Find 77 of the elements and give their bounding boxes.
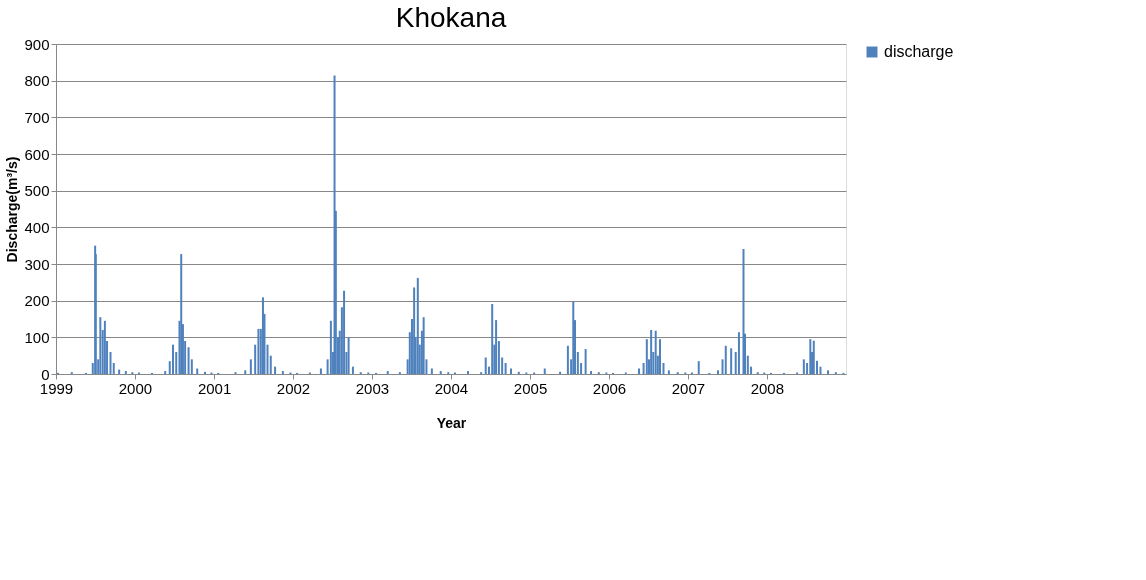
bar: [827, 370, 830, 374]
y-tick-label: 700: [24, 108, 50, 126]
x-axis-title: Year: [436, 414, 467, 431]
x-tick-label: 2001: [197, 379, 232, 397]
bar: [645, 339, 648, 374]
bar: [103, 320, 106, 374]
bar: [659, 339, 662, 374]
bar: [164, 371, 167, 374]
bar: [112, 363, 115, 374]
bar: [281, 371, 284, 374]
bar: [737, 332, 740, 374]
bar: [638, 368, 641, 374]
bar: [319, 368, 322, 374]
bar: [439, 371, 442, 374]
bar: [484, 357, 487, 374]
x-tick-label: 2003: [355, 379, 390, 397]
x-tick-label: 2002: [276, 379, 311, 397]
bar: [504, 363, 507, 374]
bar: [422, 317, 425, 374]
bar: [510, 368, 513, 374]
x-tick-label: 2005: [513, 379, 548, 397]
bar: [697, 361, 700, 374]
bar: [517, 371, 520, 374]
x-tick-label: 2007: [671, 379, 706, 397]
chart-title: Khokana: [395, 2, 507, 33]
bar: [724, 345, 727, 374]
bar: [543, 368, 546, 374]
bar: [802, 359, 805, 374]
bar: [667, 370, 670, 374]
bar: [329, 320, 332, 374]
bar: [730, 348, 733, 374]
y-tick-label: 800: [24, 72, 50, 90]
bar: [274, 366, 277, 374]
bar: [566, 345, 569, 374]
bar: [347, 337, 350, 374]
bar: [196, 368, 199, 374]
bar: [812, 340, 815, 374]
y-tick-label: 400: [24, 218, 50, 236]
bar: [584, 349, 587, 374]
bar: [650, 330, 653, 374]
bar: [351, 366, 354, 374]
bar: [654, 330, 657, 374]
y-tick-label: 200: [24, 292, 50, 310]
bar: [99, 317, 102, 374]
y-axis-title: Discharge(m³/s): [4, 156, 21, 263]
bar: [180, 254, 183, 374]
y-tick-label: 500: [24, 182, 50, 200]
bar: [172, 344, 174, 374]
bar: [416, 277, 419, 374]
y-tick-label: 600: [24, 145, 50, 163]
bar: [124, 371, 127, 374]
bar: [466, 371, 469, 374]
bar: [716, 370, 719, 374]
bar: [249, 359, 252, 374]
bar: [572, 301, 575, 374]
bar: [386, 371, 389, 374]
y-tick-label: 300: [24, 255, 50, 273]
bar: [809, 339, 812, 374]
bar: [413, 287, 416, 374]
bar: [495, 320, 498, 374]
x-tick-label: 2004: [434, 379, 469, 397]
bar: [266, 344, 269, 374]
bar: [590, 371, 593, 374]
bar: [187, 347, 190, 374]
bar: [244, 370, 247, 374]
bar: [343, 290, 346, 374]
bar: [559, 371, 562, 374]
y-tick-label: 100: [24, 328, 50, 346]
bar: [430, 368, 433, 374]
bar: [742, 248, 745, 374]
bar: [491, 303, 494, 374]
bar: [204, 371, 206, 374]
x-tick-label: 2008: [750, 379, 785, 397]
x-tick-label: 2006: [592, 379, 627, 397]
y-tick-label: 900: [24, 35, 50, 53]
legend-label: discharge: [884, 43, 954, 60]
x-tick-label: 2000: [118, 379, 153, 397]
